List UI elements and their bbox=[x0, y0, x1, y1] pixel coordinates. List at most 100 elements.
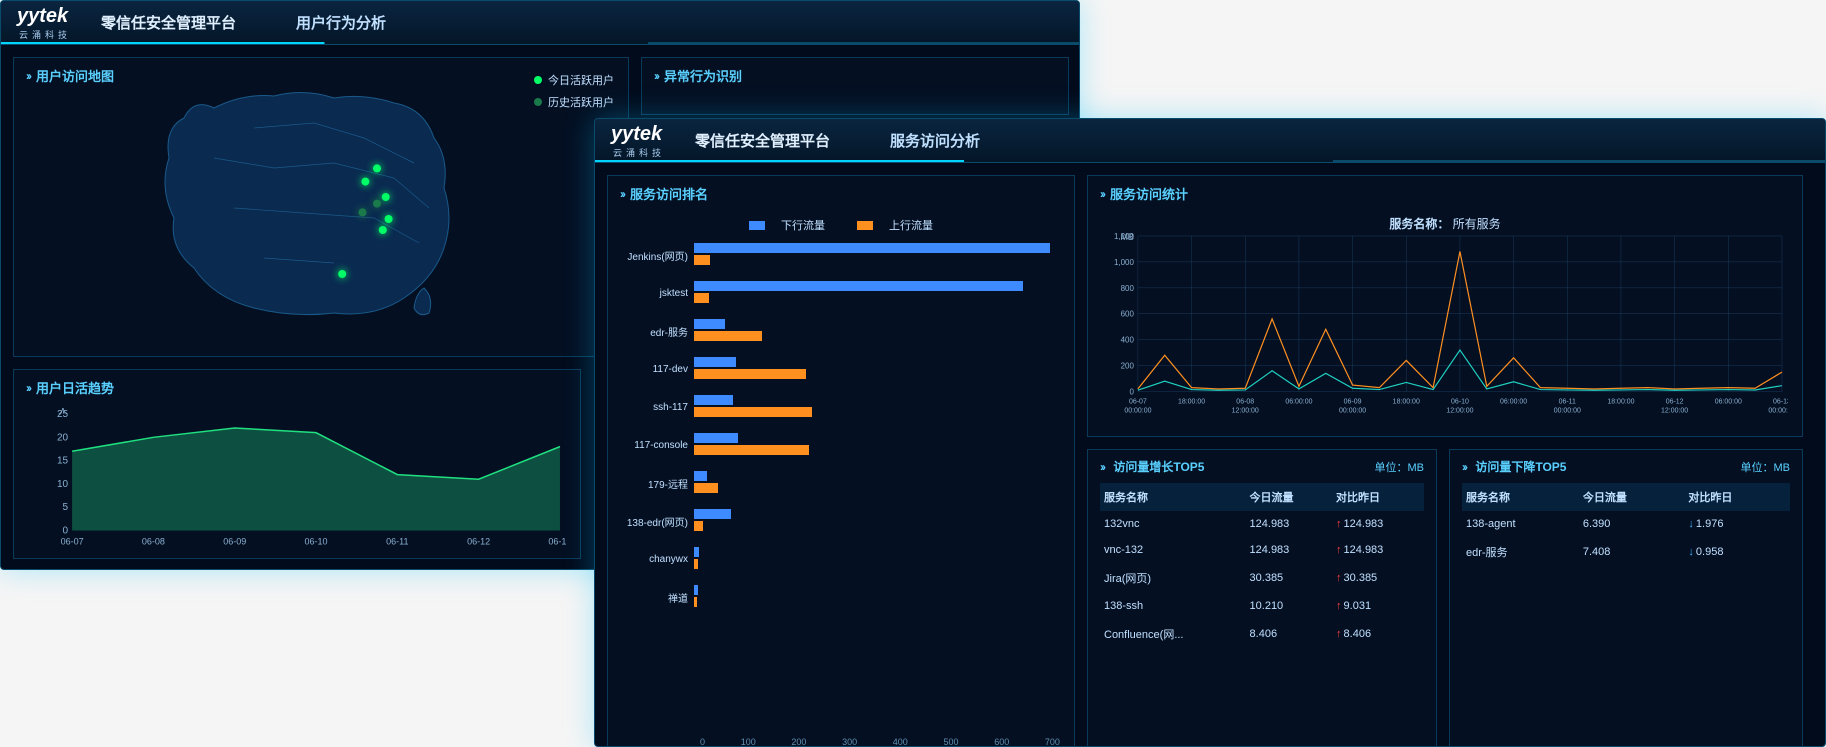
cell-today: 124.983 bbox=[1246, 511, 1333, 537]
panel-title-text: 服务访问排名 bbox=[630, 184, 708, 203]
arrow-down-icon: ↓ bbox=[1688, 546, 1694, 558]
panel-service-stats: ›› 服务访问统计 服务名称： 所有服务 MB02004006008001,00… bbox=[1087, 175, 1803, 437]
bar-down bbox=[694, 433, 738, 443]
platform-name: 零信任安全管理平台 bbox=[695, 130, 830, 151]
table-row: 138-ssh 10.210 ↑9.031 bbox=[1100, 593, 1424, 619]
svg-text:06-12: 06-12 bbox=[467, 537, 490, 547]
table-header: 今日流量 bbox=[1579, 483, 1685, 511]
panel-title-text: 访问量下降TOP5 bbox=[1475, 460, 1566, 474]
bar-row: 179-远程 bbox=[618, 464, 1060, 502]
legend-label: 下行流量 bbox=[781, 217, 825, 233]
svg-text:06-12: 06-12 bbox=[1666, 398, 1684, 405]
svg-text:00:00:00: 00:00:00 bbox=[1124, 407, 1151, 414]
svg-text:12:00:00: 12:00:00 bbox=[1232, 407, 1259, 414]
legend-label: 上行流量 bbox=[889, 217, 933, 233]
cell-today: 8.406 bbox=[1246, 619, 1333, 649]
legend-swatch-icon bbox=[749, 221, 765, 230]
cell-name: Jira(网页) bbox=[1100, 563, 1246, 593]
bar-down bbox=[694, 395, 733, 405]
svg-text:0: 0 bbox=[1129, 388, 1134, 397]
bar-up bbox=[694, 521, 703, 531]
table-row: vnc-132 124.983 ↑124.983 bbox=[1100, 537, 1424, 563]
table-header: 今日流量 bbox=[1246, 483, 1333, 511]
panel-title-text: 服务访问统计 bbox=[1110, 184, 1188, 203]
panel-daily-trend: ›› 用户日活趋势 0510152025人06-0706-0806-0906-1… bbox=[13, 369, 581, 559]
arrow-up-icon: ↑ bbox=[1336, 572, 1342, 584]
svg-text:0: 0 bbox=[63, 525, 69, 536]
bar-label: 138-edr(网页) bbox=[618, 514, 694, 529]
svg-text:06-13: 06-13 bbox=[1773, 398, 1788, 405]
bar-down bbox=[694, 319, 725, 329]
top5-down-table: 服务名称今日流量对比昨日 138-agent 6.390 ↓1.976 edr-… bbox=[1462, 483, 1790, 567]
svg-text:20: 20 bbox=[57, 432, 69, 443]
bar-label: 117-console bbox=[618, 440, 694, 451]
svg-text:06-09: 06-09 bbox=[223, 537, 246, 547]
table-row: edr-服务 7.408 ↓0.958 bbox=[1462, 537, 1790, 567]
svg-text:00:00:00: 00:00:00 bbox=[1768, 407, 1788, 414]
bar-row: 117-dev bbox=[618, 350, 1060, 388]
bar-label: Jenkins(网页) bbox=[618, 248, 694, 263]
chevron-icon: ›› bbox=[654, 69, 658, 83]
svg-text:1,000: 1,000 bbox=[1114, 258, 1135, 267]
panel-title-text: 访问量增长TOP5 bbox=[1113, 460, 1204, 474]
panel-user-map: ›› 用户访问地图 今日活跃用户历史活跃用户 bbox=[13, 57, 629, 357]
logo-text: yytek bbox=[611, 123, 665, 146]
header: yytek 云涌科技 零信任安全管理平台 服务访问分析 bbox=[595, 119, 1825, 163]
bar-down bbox=[694, 357, 736, 367]
panel-top5-increase: ›› 访问量增长TOP5 单位：MB 服务名称今日流量对比昨日 132vnc 1… bbox=[1087, 449, 1437, 747]
arrow-up-icon: ↑ bbox=[1336, 600, 1342, 612]
bar-row: Jenkins(网页) bbox=[618, 236, 1060, 274]
svg-text:400: 400 bbox=[1121, 336, 1135, 345]
bar-row: jsktest bbox=[618, 274, 1060, 312]
table-row: 132vnc 124.983 ↑124.983 bbox=[1100, 511, 1424, 537]
table-header: 服务名称 bbox=[1100, 483, 1246, 511]
svg-text:06-11: 06-11 bbox=[1559, 398, 1576, 405]
bar-row: edr-服务 bbox=[618, 312, 1060, 350]
svg-text:06:00:00: 06:00:00 bbox=[1285, 398, 1312, 405]
svg-text:人: 人 bbox=[58, 408, 68, 417]
table-row: Confluence(网... 8.406 ↑8.406 bbox=[1100, 619, 1424, 649]
chevron-icon: ›› bbox=[620, 187, 624, 201]
svg-text:06-08: 06-08 bbox=[1236, 398, 1254, 405]
top5-up-table: 服务名称今日流量对比昨日 132vnc 124.983 ↑124.983 vnc… bbox=[1100, 483, 1424, 649]
bar-label: 117-dev bbox=[618, 364, 694, 375]
cell-today: 124.983 bbox=[1246, 537, 1333, 563]
cell-name: 138-ssh bbox=[1100, 593, 1246, 619]
page-title: 服务访问分析 bbox=[890, 130, 980, 151]
logo-text: yytek bbox=[17, 5, 71, 28]
bar-label: 179-远程 bbox=[618, 476, 694, 491]
cell-name: vnc-132 bbox=[1100, 537, 1246, 563]
chevron-icon: ›› bbox=[1462, 460, 1466, 474]
svg-text:06-07: 06-07 bbox=[61, 537, 84, 547]
bar-row: 138-edr(网页) bbox=[618, 502, 1060, 540]
svg-text:18:00:00: 18:00:00 bbox=[1178, 398, 1205, 405]
logo: yytek 云涌科技 bbox=[17, 5, 71, 41]
svg-text:06-10: 06-10 bbox=[1451, 398, 1469, 405]
bar-row: ssh-117 bbox=[618, 388, 1060, 426]
bar-row: 117-console bbox=[618, 426, 1060, 464]
bar-down bbox=[694, 471, 707, 481]
svg-text:06-13: 06-13 bbox=[548, 537, 566, 547]
cell-today: 10.210 bbox=[1246, 593, 1333, 619]
svg-text:06:00:00: 06:00:00 bbox=[1500, 398, 1527, 405]
bar-row: 禅道 bbox=[618, 578, 1060, 616]
chevron-icon: ›› bbox=[1100, 460, 1104, 474]
svg-text:06:00:00: 06:00:00 bbox=[1715, 398, 1742, 405]
unit-label: 单位：MB bbox=[1741, 459, 1791, 475]
cell-today: 30.385 bbox=[1246, 563, 1333, 593]
china-map bbox=[134, 68, 504, 348]
table-header: 对比昨日 bbox=[1332, 483, 1424, 511]
cell-delta: ↑9.031 bbox=[1332, 593, 1424, 619]
svg-text:600: 600 bbox=[1121, 310, 1135, 319]
logo: yytek 云涌科技 bbox=[611, 123, 665, 159]
cell-today: 7.408 bbox=[1579, 537, 1685, 567]
chevron-icon: ›› bbox=[26, 381, 30, 395]
bar-up bbox=[694, 255, 710, 265]
legend-dot-icon bbox=[534, 98, 542, 106]
panel-title-text: 用户访问地图 bbox=[36, 66, 114, 85]
svg-text:10: 10 bbox=[57, 479, 69, 490]
svg-text:06-10: 06-10 bbox=[304, 537, 327, 547]
arrow-up-icon: ↑ bbox=[1336, 544, 1342, 556]
bar-up bbox=[694, 369, 806, 379]
svg-text:06-11: 06-11 bbox=[386, 537, 408, 547]
